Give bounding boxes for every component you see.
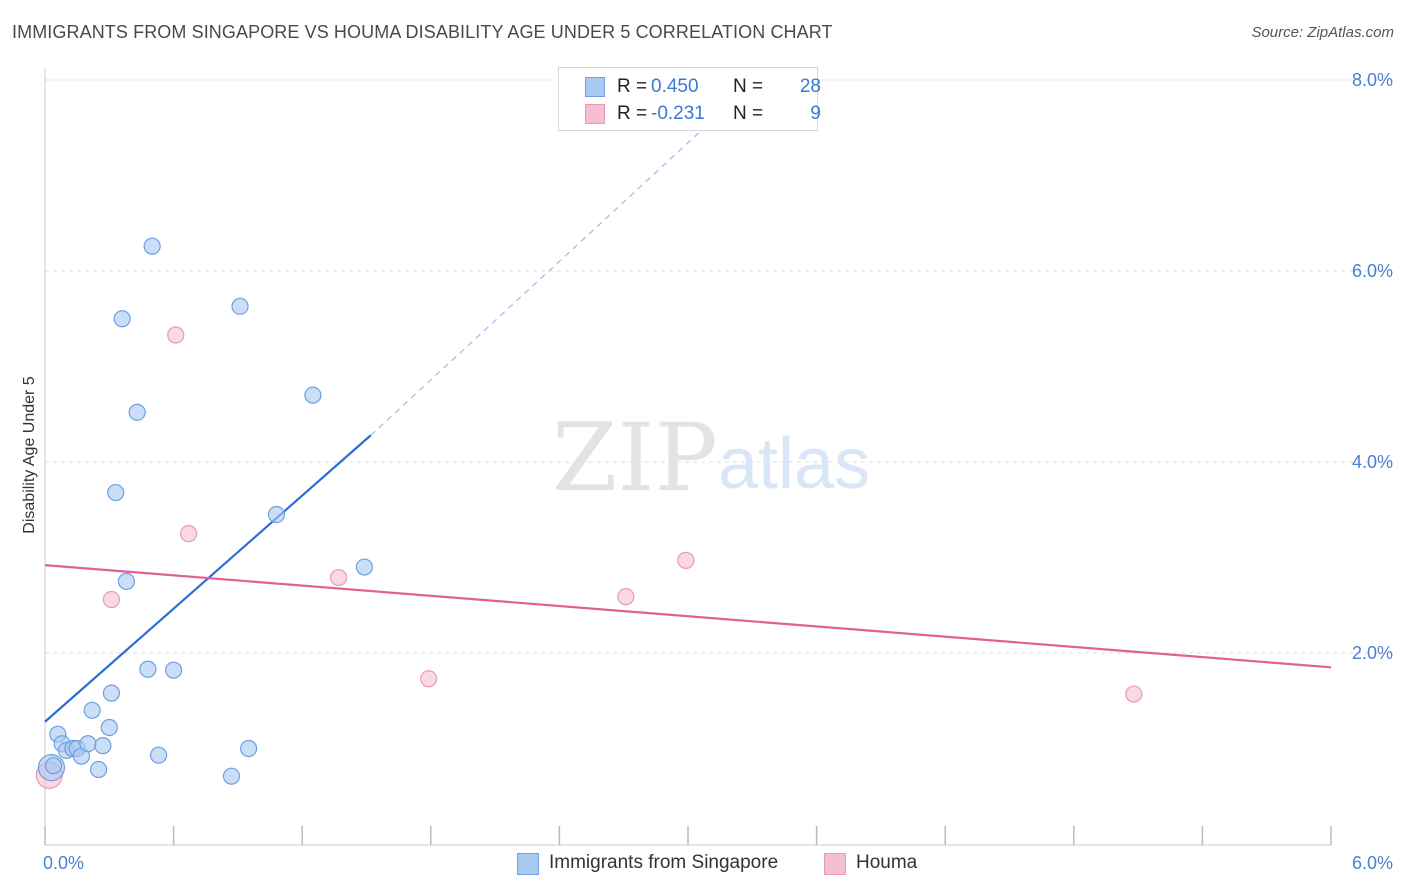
axes — [44, 68, 1332, 846]
legend-r-value: -0.231 — [651, 103, 705, 124]
legend-n-value: 9 — [810, 103, 821, 124]
point-singapore — [44, 757, 63, 775]
grid-lines — [45, 79, 1392, 654]
legend-n-label: N = — [733, 76, 764, 97]
correlation-legend: R = 0.450 N = 28 R = -0.231 N = 9 — [558, 67, 821, 131]
point-houma — [167, 326, 185, 344]
data-points — [35, 237, 1143, 789]
legend-label-houma: Houma — [856, 852, 918, 873]
legend-r-label: R = — [617, 76, 648, 97]
point-singapore — [355, 558, 373, 576]
y-tick-label: 4.0% — [1352, 452, 1393, 472]
point-singapore — [89, 760, 108, 779]
point-houma — [1125, 685, 1143, 703]
legend-n-value: 28 — [799, 76, 821, 97]
point-houma — [330, 568, 348, 587]
point-singapore — [94, 737, 112, 755]
point-houma — [617, 588, 635, 606]
point-singapore — [83, 701, 101, 719]
point-singapore — [267, 505, 286, 524]
point-singapore — [139, 660, 157, 678]
point-singapore — [100, 718, 118, 737]
y-tick-label: 8.0% — [1352, 70, 1393, 90]
y-tick-label: 2.0% — [1352, 643, 1393, 663]
point-houma — [677, 551, 695, 569]
watermark-zip: ZIP — [552, 404, 718, 513]
point-singapore — [128, 403, 146, 421]
source-credit: Source: ZipAtlas.com — [1251, 24, 1394, 41]
series-legend: Immigrants from Singapore Houma — [0, 852, 1406, 878]
point-houma — [180, 525, 198, 543]
point-singapore — [222, 767, 241, 785]
point-singapore — [113, 310, 131, 328]
trend-line-houma — [44, 564, 1332, 669]
point-singapore — [143, 237, 161, 255]
watermark-atlas: atlas — [718, 424, 870, 504]
legend-swatch-houma — [824, 853, 846, 875]
trend-line-singapore-extension — [370, 122, 710, 436]
point-singapore — [165, 661, 183, 679]
point-singapore — [231, 297, 249, 315]
y-tick-label: 6.0% — [1352, 261, 1393, 281]
legend-swatch-singapore — [517, 853, 539, 875]
point-singapore — [304, 386, 322, 404]
point-singapore — [79, 735, 97, 753]
x-tick-label: 6.0% — [1352, 853, 1393, 873]
y-axis-label: Disability Age Under 5 — [21, 376, 38, 534]
point-houma — [420, 670, 438, 688]
point-singapore — [107, 483, 125, 502]
legend-n-label: N = — [733, 103, 764, 124]
point-houma — [102, 590, 121, 609]
legend-swatch-houma — [585, 104, 605, 124]
legend-r-value: 0.450 — [651, 76, 699, 97]
legend-swatch-singapore — [585, 77, 605, 97]
watermark: ZIP atlas — [552, 404, 870, 513]
point-singapore — [240, 739, 258, 758]
legend-r-label: R = — [617, 103, 648, 124]
x-tick-label: 0.0% — [43, 853, 84, 873]
point-singapore — [117, 572, 136, 590]
trend-lines — [44, 122, 1332, 723]
point-singapore — [102, 684, 121, 702]
point-singapore — [149, 746, 168, 764]
y-tick-labels: 2.0% 4.0% 6.0% 8.0% — [1352, 70, 1393, 663]
legend-label-singapore: Immigrants from Singapore — [549, 852, 779, 873]
x-tick-labels: 0.0% 6.0% — [43, 853, 1393, 873]
chart-title: IMMIGRANTS FROM SINGAPORE VS HOUMA DISAB… — [12, 22, 833, 42]
